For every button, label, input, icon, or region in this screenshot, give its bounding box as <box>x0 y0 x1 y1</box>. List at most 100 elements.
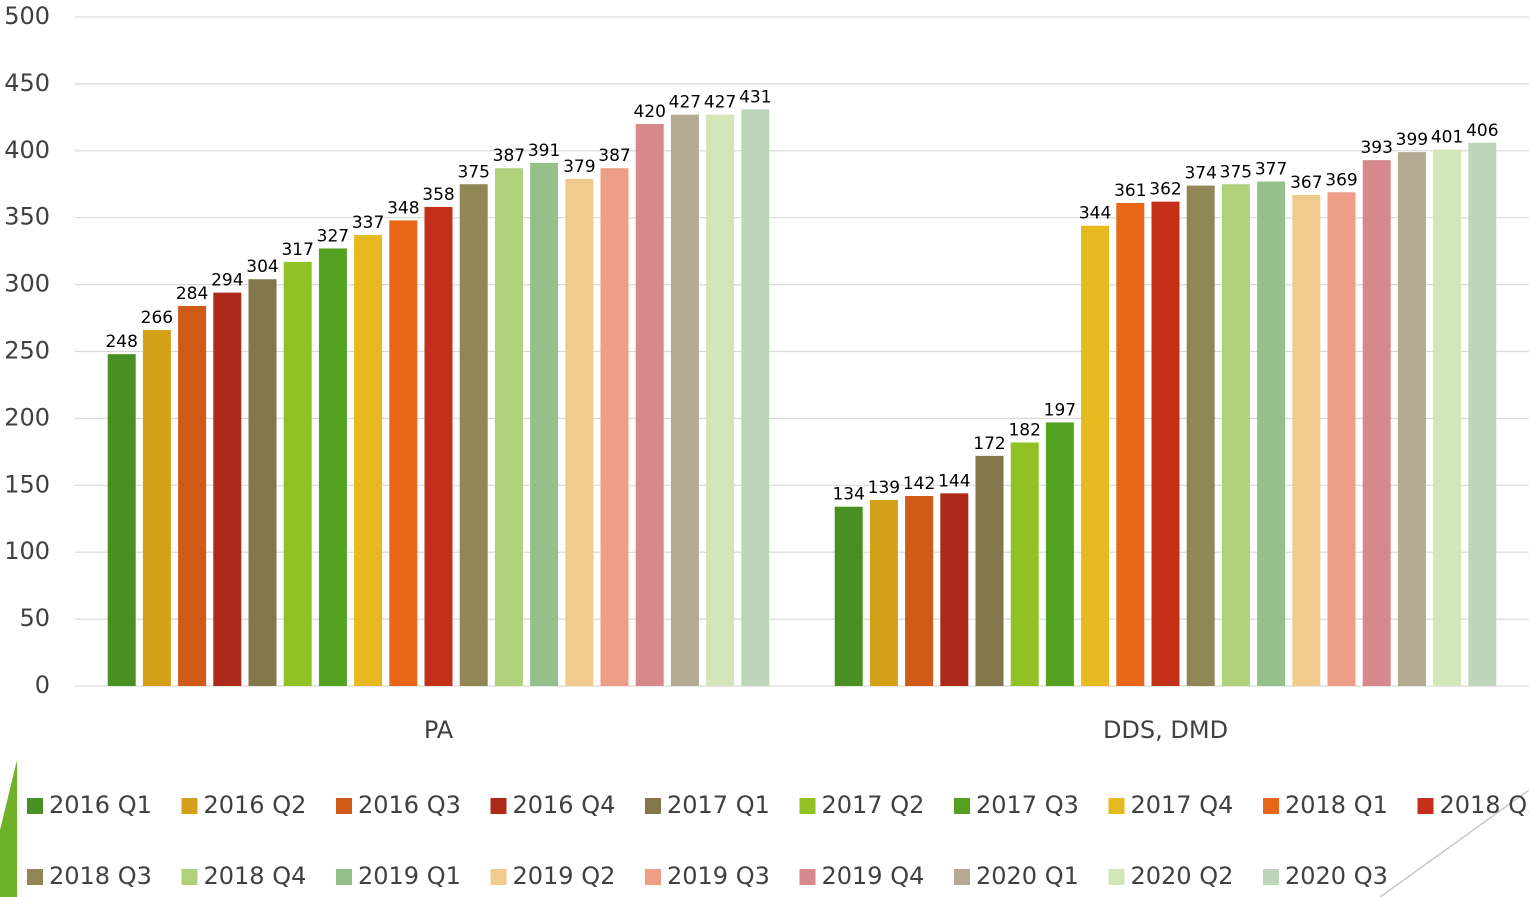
legend-swatch <box>27 869 43 885</box>
legend-swatch <box>645 798 661 814</box>
data-label: 375 <box>457 162 489 182</box>
data-label: 344 <box>1079 204 1111 224</box>
bar <box>1362 160 1391 686</box>
legend-label: 2020 Q2 <box>1131 862 1234 890</box>
data-label: 327 <box>317 226 349 246</box>
data-label: 134 <box>832 485 864 505</box>
legend-swatch <box>1263 869 1279 885</box>
legend-swatch <box>799 798 816 814</box>
bar <box>459 184 488 686</box>
legend-label: 2017 Q2 <box>822 791 925 819</box>
legend-label: 2017 Q3 <box>976 791 1079 819</box>
legend-label: 2018 Q3 <box>49 862 152 890</box>
data-label: 197 <box>1044 400 1076 420</box>
bar <box>1433 149 1462 686</box>
bar <box>741 109 770 686</box>
data-label: 348 <box>387 198 419 218</box>
legend-swatch <box>490 869 507 885</box>
bar <box>1468 142 1497 687</box>
data-label: 144 <box>938 471 970 491</box>
data-label: 367 <box>1290 173 1322 193</box>
bar <box>1151 201 1180 687</box>
data-label: 375 <box>1220 162 1252 182</box>
data-label: 406 <box>1466 121 1498 141</box>
data-label: 420 <box>633 102 665 122</box>
legend-swatch <box>336 798 352 814</box>
y-tick-label: 300 <box>4 270 50 298</box>
bar <box>706 114 735 686</box>
y-tick-label: 450 <box>4 69 50 97</box>
legend-label: 2016 Q1 <box>49 791 152 819</box>
data-label: 387 <box>493 146 525 166</box>
bar <box>389 220 418 686</box>
legend-label: 2018 Q2 <box>1440 791 1529 819</box>
data-label: 427 <box>704 93 736 113</box>
data-label: 401 <box>1431 127 1463 147</box>
bar <box>107 354 136 686</box>
bar <box>1116 202 1145 686</box>
y-tick-label: 200 <box>4 403 50 431</box>
legend-swatch <box>490 798 507 814</box>
legend-label: 2017 Q4 <box>1131 791 1234 819</box>
data-label: 427 <box>669 93 701 113</box>
legend-swatch <box>181 869 198 885</box>
bar <box>178 306 207 686</box>
decoration <box>0 760 17 897</box>
legend-swatch <box>954 798 970 814</box>
y-tick-label: 350 <box>4 203 50 231</box>
x-tick-label: DDS, DMD <box>1103 716 1228 744</box>
bar <box>494 168 523 687</box>
legend-label: 2019 Q1 <box>358 862 461 890</box>
data-label: 391 <box>528 141 560 161</box>
bar <box>142 330 171 686</box>
data-label: 361 <box>1114 181 1146 201</box>
legend-swatch <box>954 869 970 885</box>
bar <box>1186 185 1215 686</box>
legend-label: 2016 Q4 <box>513 791 616 819</box>
legend-label: 2019 Q4 <box>822 862 925 890</box>
bar <box>975 455 1004 686</box>
legend-label: 2016 Q3 <box>358 791 461 819</box>
bar <box>318 248 347 686</box>
legend-swatch <box>336 869 352 885</box>
x-tick-label: PA <box>424 716 454 744</box>
y-tick-label: 100 <box>4 537 50 565</box>
data-label: 139 <box>868 478 900 498</box>
bar <box>1397 152 1426 686</box>
bar <box>869 500 898 686</box>
legend-swatch <box>181 798 198 814</box>
y-tick-label: 500 <box>4 2 50 30</box>
legend-swatch <box>1108 798 1125 814</box>
legend-label: 2018 Q1 <box>1285 791 1388 819</box>
data-label: 284 <box>176 284 208 304</box>
data-label: 142 <box>903 474 935 494</box>
legend-label: 2019 Q2 <box>513 862 616 890</box>
data-label: 377 <box>1255 160 1287 180</box>
bar <box>670 114 699 686</box>
bar <box>1045 422 1074 686</box>
bar <box>1257 181 1286 686</box>
data-label: 248 <box>105 332 137 352</box>
bar <box>834 506 863 686</box>
bar <box>1292 194 1321 687</box>
bar <box>565 178 594 686</box>
bar <box>1221 184 1250 686</box>
bar <box>354 235 383 686</box>
data-label: 374 <box>1184 164 1216 184</box>
bar <box>600 168 629 687</box>
data-label: 387 <box>598 146 630 166</box>
bar <box>248 279 277 686</box>
data-label: 304 <box>246 257 278 277</box>
data-label: 172 <box>973 434 1005 454</box>
bar <box>1081 225 1110 686</box>
decoration <box>1379 789 1529 897</box>
bar <box>905 496 934 686</box>
data-label: 317 <box>281 240 313 260</box>
legend-label: 2018 Q4 <box>204 862 307 890</box>
data-label: 379 <box>563 157 595 177</box>
legend-label: 2016 Q2 <box>204 791 307 819</box>
y-tick-label: 250 <box>4 337 50 365</box>
bar <box>424 206 453 686</box>
legend-label: 2017 Q1 <box>667 791 770 819</box>
